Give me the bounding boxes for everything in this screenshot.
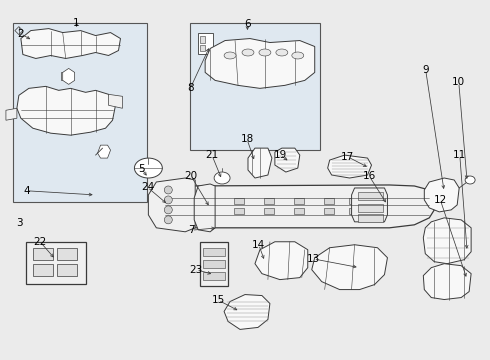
Polygon shape [248, 148, 272, 178]
Bar [61, 72, 73, 80]
Bar [200, 36, 205, 42]
Bar [184, 208, 194, 214]
Bar [294, 208, 304, 214]
Polygon shape [155, 185, 434, 228]
Polygon shape [98, 145, 111, 158]
Polygon shape [255, 242, 308, 280]
Bar [324, 208, 334, 214]
Bar [264, 198, 274, 204]
Bar [203, 272, 225, 280]
Text: 5: 5 [138, 163, 145, 174]
Ellipse shape [242, 49, 254, 56]
Polygon shape [108, 94, 122, 108]
Text: 23: 23 [190, 265, 203, 275]
Text: 14: 14 [252, 239, 265, 249]
Bar [324, 198, 334, 204]
Polygon shape [352, 188, 388, 222]
Ellipse shape [292, 52, 304, 59]
Bar [33, 264, 53, 276]
Ellipse shape [214, 172, 230, 184]
Bar [358, 192, 384, 200]
Text: 1: 1 [74, 18, 80, 28]
Bar [26, 242, 86, 284]
Bar [348, 208, 359, 214]
Text: 2: 2 [17, 29, 24, 39]
Text: 16: 16 [363, 171, 376, 181]
Bar [190, 23, 319, 150]
Text: 11: 11 [453, 150, 466, 160]
Polygon shape [6, 108, 17, 120]
Bar [368, 198, 378, 204]
Polygon shape [312, 245, 388, 289]
Circle shape [164, 186, 172, 194]
Text: 18: 18 [240, 134, 254, 144]
Circle shape [164, 196, 172, 204]
Bar [348, 198, 359, 204]
Text: 24: 24 [141, 182, 154, 192]
Polygon shape [21, 28, 121, 58]
Polygon shape [205, 39, 315, 88]
Text: 7: 7 [188, 225, 195, 235]
Ellipse shape [465, 176, 475, 184]
Text: 6: 6 [244, 19, 251, 29]
Polygon shape [63, 68, 74, 84]
Circle shape [164, 216, 172, 224]
Bar [200, 45, 205, 51]
Text: 15: 15 [212, 295, 225, 305]
Bar [368, 208, 378, 214]
Ellipse shape [259, 49, 271, 56]
Bar [57, 248, 76, 260]
Bar [33, 248, 53, 260]
Bar [198, 32, 213, 54]
Text: 9: 9 [422, 64, 429, 75]
Bar [204, 198, 214, 204]
Bar [234, 208, 244, 214]
Polygon shape [148, 178, 195, 232]
Text: 17: 17 [341, 152, 354, 162]
Bar [13, 23, 147, 202]
Bar [203, 248, 225, 256]
Text: 10: 10 [452, 77, 466, 87]
Circle shape [164, 206, 172, 214]
Bar [264, 208, 274, 214]
Text: 22: 22 [33, 237, 47, 247]
Polygon shape [17, 86, 116, 135]
Polygon shape [423, 264, 471, 300]
Polygon shape [423, 218, 471, 264]
Ellipse shape [276, 49, 288, 56]
Bar [203, 260, 225, 268]
Polygon shape [424, 178, 459, 212]
Bar [358, 204, 384, 212]
Bar [234, 198, 244, 204]
Bar [294, 198, 304, 204]
Text: 21: 21 [205, 150, 219, 160]
Bar [57, 264, 76, 276]
Polygon shape [328, 155, 371, 178]
Polygon shape [275, 148, 300, 172]
Text: 3: 3 [16, 218, 23, 228]
Bar [204, 208, 214, 214]
Text: 4: 4 [23, 186, 29, 196]
Text: 19: 19 [273, 150, 287, 160]
Polygon shape [224, 294, 270, 329]
Ellipse shape [134, 158, 162, 178]
Text: 8: 8 [187, 83, 194, 93]
Text: 20: 20 [185, 171, 198, 181]
Ellipse shape [224, 52, 236, 59]
Polygon shape [194, 184, 215, 232]
Bar [200, 242, 228, 285]
Text: 13: 13 [307, 254, 320, 264]
Bar [358, 214, 384, 222]
Text: 12: 12 [434, 195, 447, 205]
Bar [184, 198, 194, 204]
